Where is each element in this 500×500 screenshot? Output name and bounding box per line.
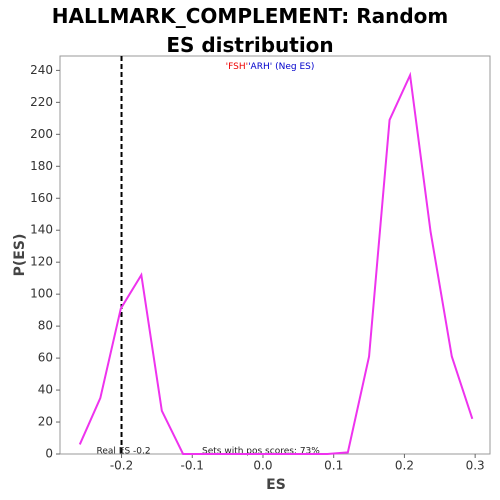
y-tick-label: 100 xyxy=(30,287,53,301)
chart-title: HALLMARK_COMPLEMENT: Random ES distribut… xyxy=(51,4,449,57)
y-tick-label: 0 xyxy=(45,447,53,461)
x-tick-label: -0.1 xyxy=(181,459,204,473)
series-line xyxy=(78,71,474,455)
legend: 'FSH''ARH' (Neg ES) xyxy=(226,62,315,72)
y-tick-label: 220 xyxy=(30,95,53,109)
y-tick-label: 60 xyxy=(38,351,53,365)
x-tick-label: 0.3 xyxy=(466,459,485,473)
x-tick-label: -0.2 xyxy=(110,459,133,473)
real-es-label: Real ES -0.2 xyxy=(97,447,151,457)
y-tick-label: 180 xyxy=(30,159,53,173)
y-tick-label: 140 xyxy=(30,223,53,237)
legend-note: (Neg ES) xyxy=(275,62,314,72)
y-tick-label: 40 xyxy=(38,383,53,397)
plot-area xyxy=(59,55,491,455)
y-tick-label: 240 xyxy=(30,63,53,77)
y-axis-title: P(ES) xyxy=(12,234,28,277)
y-tick-label: 160 xyxy=(30,191,53,205)
x-tick-label: 0.2 xyxy=(395,459,414,473)
y-tick-label: 20 xyxy=(38,415,53,429)
legend-neg: 'ARH' xyxy=(248,62,272,72)
y-tick-label: 80 xyxy=(38,319,53,333)
x-tick-label: 0.1 xyxy=(324,459,343,473)
pos-score-note: Sets with pos scores: 73% xyxy=(202,447,320,457)
x-tick-label: 0.0 xyxy=(253,459,272,473)
y-tick-label: 200 xyxy=(30,127,53,141)
y-tick-label: 120 xyxy=(30,255,53,269)
x-axis-title: ES xyxy=(266,477,286,493)
legend-pos: 'FSH' xyxy=(226,62,248,72)
